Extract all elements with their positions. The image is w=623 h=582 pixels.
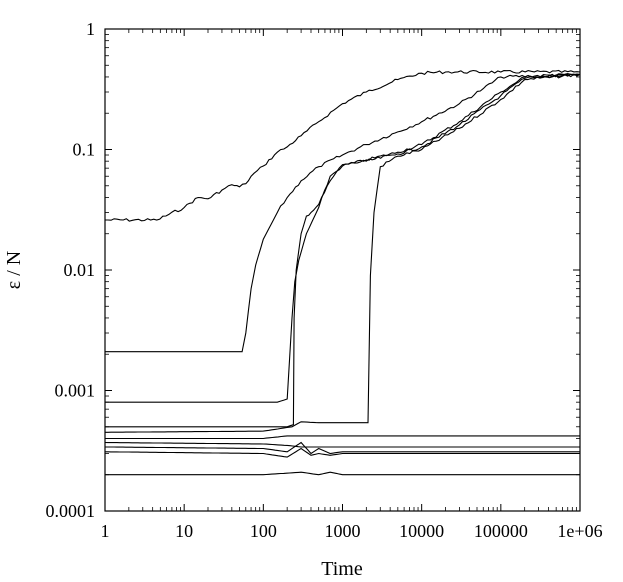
y-axis-ticks: 1 0.1 0.01 0.001 0.0001 [46,19,580,521]
x-axis-ticks: 1 10 100 1000 10000 100000 1e+06 [101,29,603,541]
x-tick-label: 1000 [325,521,361,541]
series-line-3 [105,73,581,403]
y-tick-label: 0.01 [64,260,96,280]
y-axis-label: ε / N [3,251,25,289]
series-line-1 [105,69,581,222]
x-tick-label: 100 [250,521,277,541]
y-tick-label: 0.001 [55,381,96,401]
series-line-10 [105,471,580,476]
x-tick-label: 1e+06 [557,521,602,541]
y-tick-label: 1 [86,19,95,39]
x-tick-label: 100000 [474,521,528,541]
series-line-2 [105,73,581,353]
series-line-7 [104,441,580,448]
x-axis-label: Time [321,558,363,580]
x-tick-label: 10000 [399,521,444,541]
y-tick-label: 0.0001 [46,501,96,521]
series-lines [104,69,581,476]
series-line-8 [105,441,580,455]
series-line-4 [105,73,580,428]
x-tick-label: 10 [175,521,193,541]
series-line-5 [105,73,581,433]
x-tick-label: 1 [101,521,110,541]
series-line-9 [105,447,580,458]
series-line-6 [105,435,580,440]
y-tick-label: 0.1 [73,140,96,160]
